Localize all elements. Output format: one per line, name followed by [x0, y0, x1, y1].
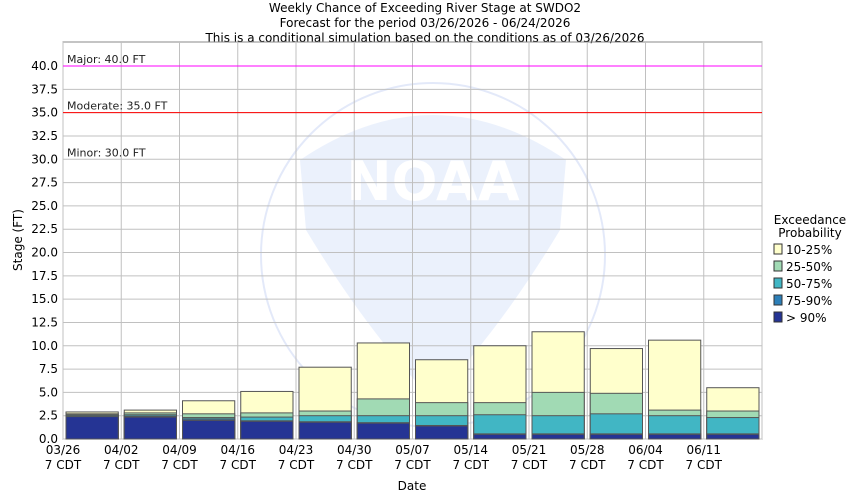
bar-segment	[648, 433, 702, 440]
x-tick-label: 04/30	[337, 443, 372, 457]
x-tick-sublabel: 7 CDT	[220, 458, 257, 472]
bars	[65, 331, 760, 440]
svg-text:NOAA: NOAA	[346, 150, 519, 213]
y-tick-label: 27.5	[31, 176, 58, 190]
legend-swatch	[773, 277, 783, 289]
x-tick-sublabel: 7 CDT	[336, 458, 373, 472]
x-tick-label: 03/26	[46, 443, 81, 457]
legend-label: 50-75%	[786, 277, 832, 291]
legend-swatch	[773, 243, 783, 255]
bar-segment	[356, 422, 410, 440]
legend-title: Exceedance	[774, 213, 846, 227]
x-tick-label: 04/09	[162, 443, 197, 457]
y-tick-label: 22.5	[31, 222, 58, 236]
y-tick-label: 40.0	[31, 59, 58, 73]
bar-segment	[182, 419, 236, 440]
x-tick-label: 05/21	[512, 443, 547, 457]
bar-segment	[531, 433, 585, 440]
title-line: Forecast for the period 03/26/2026 - 06/…	[280, 16, 571, 30]
y-tick-label: 20.0	[31, 246, 58, 260]
bar-segment	[415, 425, 469, 440]
y-tick-label: 17.5	[31, 269, 58, 283]
bar-segment	[298, 421, 352, 440]
x-tick-label: 05/14	[453, 443, 488, 457]
legend-label: 25-50%	[786, 260, 832, 274]
bar-segment	[473, 433, 527, 440]
y-tick-label: 10.0	[31, 339, 58, 353]
x-tick-label: 05/07	[395, 443, 430, 457]
title-line: Weekly Chance of Exceeding River Stage a…	[269, 1, 581, 15]
x-tick-sublabel: 7 CDT	[278, 458, 315, 472]
noaa-watermark-logo: NOAA	[260, 82, 606, 428]
x-tick-sublabel: 7 CDT	[511, 458, 548, 472]
legend-title: Probability	[778, 226, 841, 240]
y-tick-label: 12.5	[31, 315, 58, 329]
legend-label: > 90%	[786, 311, 827, 325]
legend-swatch	[773, 311, 783, 323]
legend-label: 75-90%	[786, 294, 832, 308]
x-axis-label: Date	[398, 479, 427, 493]
chart-title: Weekly Chance of Exceeding River Stage a…	[204, 1, 644, 45]
x-tick-sublabel: 7 CDT	[569, 458, 606, 472]
y-tick-label: 37.5	[31, 82, 58, 96]
y-tick-label: 32.5	[31, 129, 58, 143]
y-tick-label: 7.5	[39, 362, 58, 376]
x-tick-sublabel: 7 CDT	[45, 458, 82, 472]
threshold-label: Minor: 30.0 FT	[67, 146, 146, 159]
x-tick-sublabel: 7 CDT	[394, 458, 431, 472]
x-tick-sublabel: 7 CDT	[103, 458, 140, 472]
y-tick-label: 25.0	[31, 199, 58, 213]
y-tick-label: 2.5	[39, 409, 58, 423]
y-axis-label: Stage (FT)	[11, 209, 25, 271]
y-tick-label: 0.0	[39, 432, 58, 446]
x-tick-sublabel: 7 CDT	[686, 458, 723, 472]
legend-swatch	[773, 294, 783, 306]
title-line: This is a conditional simulation based o…	[204, 31, 644, 45]
x-tick-label: 05/28	[570, 443, 605, 457]
axes: 0.0 2.5 5.0 7.5 10.0 12.5 15.0 17.5 20.0 22.5 25.0…	[11, 59, 723, 493]
legend-swatch	[773, 260, 783, 272]
x-tick-label: 04/23	[279, 443, 314, 457]
y-tick-label: 5.0	[39, 385, 58, 399]
x-tick-label: 06/04	[628, 443, 663, 457]
x-tick-label: 04/16	[220, 443, 255, 457]
x-tick-sublabel: 7 CDT	[627, 458, 664, 472]
threshold-label: Major: 40.0 FT	[67, 53, 146, 66]
x-tick-sublabel: 7 CDT	[161, 458, 198, 472]
thresholds: Major: 40.0 FT Moderate: 35.0 FT Minor: 30…	[63, 53, 762, 159]
y-tick-label: 30.0	[31, 152, 58, 166]
x-tick-label: 04/02	[104, 443, 139, 457]
x-tick-sublabel: 7 CDT	[453, 458, 490, 472]
legend-label: 10-25%	[786, 243, 832, 257]
bar-segment	[589, 433, 643, 440]
threshold-label: Moderate: 35.0 FT	[67, 100, 168, 113]
bar-segment	[240, 420, 294, 440]
y-tick-label: 35.0	[31, 106, 58, 120]
x-tick-label: 06/11	[686, 443, 721, 457]
bar-segment	[123, 416, 177, 440]
bar-segment	[706, 433, 760, 440]
bar-segment	[65, 416, 119, 440]
y-tick-label: 15.0	[31, 292, 58, 306]
